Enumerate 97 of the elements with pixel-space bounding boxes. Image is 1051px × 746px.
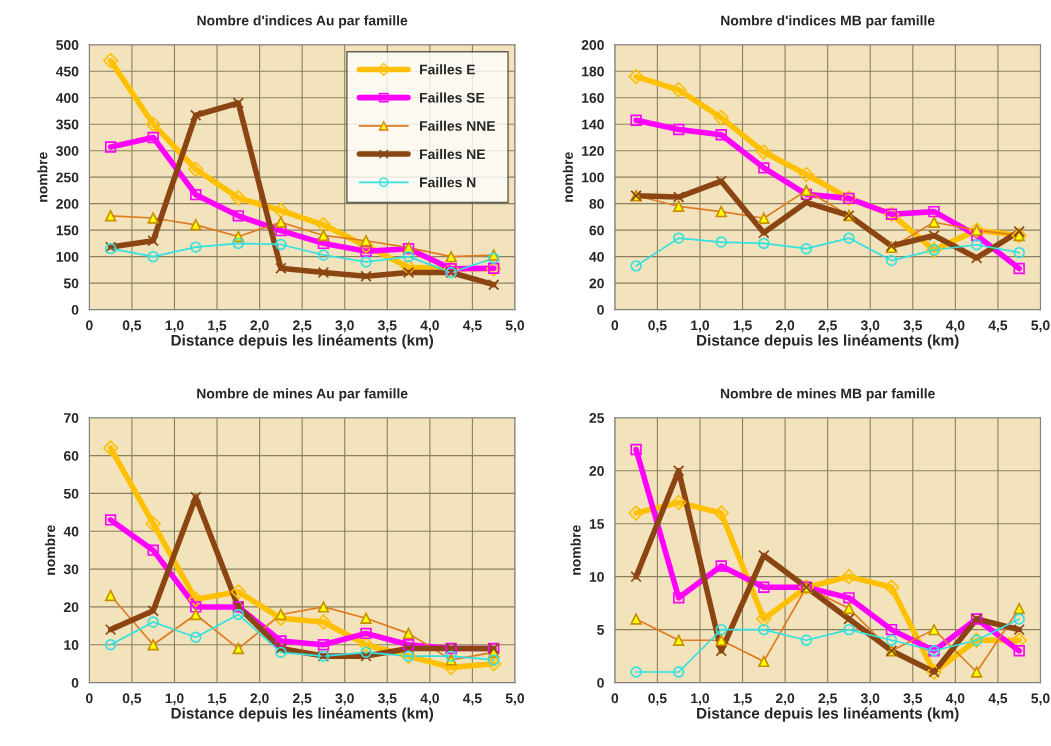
- x-tick-label: 1,0: [691, 693, 710, 706]
- y-tick-label: 70: [64, 413, 79, 423]
- x-tick-label: 0: [611, 693, 619, 704]
- x-tick-label: 2,0: [250, 320, 269, 333]
- y-tick-label: 30: [63, 564, 79, 575]
- x-tick-label: 0,5: [648, 693, 667, 706]
- x-tick-label: 2,0: [775, 320, 795, 333]
- x-tick-label: 5,0: [505, 693, 525, 706]
- y-axis-title: nombre: [37, 152, 48, 202]
- x-tick-label: 0,5: [122, 320, 142, 333]
- chart-title: Nombre de mines Au par famille: [197, 388, 408, 402]
- x-axis-title: Distance depuis les linéaments (km): [171, 707, 434, 722]
- y-tick-label: 400: [55, 93, 79, 103]
- x-axis-title: Distance depuis les linéaments (km): [697, 707, 959, 722]
- y-tick-label: 250: [56, 172, 79, 183]
- y-tick-label: 450: [55, 66, 79, 77]
- legend-label: Failles N: [420, 177, 476, 188]
- x-tick-label: 3,0: [860, 320, 880, 333]
- y-tick-label: 20: [589, 466, 604, 476]
- y-tick-label: 200: [581, 40, 604, 50]
- y-tick-label: 160: [582, 93, 604, 103]
- y-tick-label: 150: [56, 225, 79, 236]
- x-tick-label: 4,5: [462, 320, 482, 333]
- legend-label: Failles NNE: [420, 120, 496, 131]
- x-tick-label: 2,5: [292, 320, 312, 333]
- y-tick-label: 20: [589, 278, 604, 289]
- x-tick-label: 2,0: [775, 693, 795, 706]
- x-tick-label: 1,0: [165, 320, 184, 333]
- x-tick-label: 3,5: [903, 320, 923, 333]
- x-tick-label: 4,5: [988, 693, 1008, 706]
- x-axis-title: Distance depuis les linéaments (km): [697, 334, 959, 349]
- y-tick-label: 140: [582, 119, 604, 130]
- legend-label: Failles E: [420, 64, 475, 75]
- x-tick-label: 1,5: [733, 693, 752, 706]
- x-tick-label: 2,5: [292, 693, 312, 706]
- y-tick-label: 120: [582, 146, 604, 156]
- x-tick-label: 1,5: [733, 320, 752, 333]
- y-axis-title: nombre: [44, 525, 56, 575]
- y-tick-label: 180: [582, 66, 604, 77]
- y-axis-title: nombre: [562, 152, 573, 202]
- x-tick-label: 4,5: [462, 693, 482, 706]
- x-tick-label: 5,0: [1031, 693, 1050, 706]
- y-axis-title: nombre: [570, 525, 581, 575]
- x-tick-label: 5,0: [1031, 320, 1050, 333]
- x-tick-label: 1,0: [691, 320, 710, 333]
- y-tick-label: 10: [589, 571, 604, 582]
- x-tick-label: 4,5: [988, 320, 1008, 333]
- x-tick-label: 3,0: [335, 320, 354, 333]
- y-tick-label: 80: [589, 198, 604, 209]
- x-tick-label: 0: [611, 320, 619, 331]
- x-tick-label: 3,0: [335, 693, 354, 706]
- y-tick-label: 0: [71, 304, 79, 315]
- chart-title: Nombre d'indices MB par famille: [721, 15, 935, 29]
- x-tick-label: 5,0: [505, 320, 525, 333]
- legend-label: Failles NE: [420, 148, 485, 160]
- y-tick-label: 20: [63, 602, 79, 613]
- x-tick-label: 0,5: [122, 693, 142, 706]
- x-tick-label: 0: [86, 693, 93, 704]
- y-tick-label: 200: [56, 198, 79, 209]
- x-tick-label: 4,0: [420, 320, 439, 333]
- x-tick-label: 1,5: [208, 320, 227, 333]
- x-tick-label: 4,0: [945, 693, 965, 706]
- x-tick-label: 0: [86, 320, 93, 331]
- x-tick-label: 3,5: [903, 693, 923, 706]
- x-tick-label: 3,0: [860, 693, 880, 706]
- y-tick-label: 500: [56, 40, 79, 50]
- y-tick-label: 0: [597, 677, 604, 688]
- y-tick-label: 0: [597, 304, 604, 315]
- y-tick-label: 50: [63, 488, 79, 499]
- x-tick-label: 1,5: [208, 693, 227, 706]
- x-tick-label: 3,5: [377, 693, 397, 706]
- x-tick-label: 2,5: [818, 693, 837, 706]
- x-tick-label: 4,0: [420, 693, 439, 706]
- legend-label: Failles SE: [420, 92, 485, 103]
- y-tick-label: 100: [582, 172, 604, 183]
- x-tick-label: 1,0: [165, 693, 184, 706]
- y-tick-label: 300: [56, 146, 79, 156]
- y-tick-label: 40: [63, 526, 79, 537]
- y-tick-label: 25: [589, 413, 605, 423]
- y-tick-label: 10: [64, 640, 79, 650]
- x-tick-label: 4,0: [945, 320, 965, 333]
- y-tick-label: 60: [63, 450, 79, 461]
- y-tick-label: 50: [63, 278, 79, 289]
- y-tick-label: 40: [589, 251, 604, 262]
- y-tick-label: 100: [56, 251, 79, 262]
- chart-title: Nombre d'indices Au par famille: [197, 15, 408, 29]
- chart-title: Nombre de mines MB par famille: [720, 388, 935, 402]
- x-tick-label: 3,5: [377, 320, 397, 333]
- x-tick-label: 2,5: [818, 320, 837, 333]
- y-tick-label: 0: [71, 677, 79, 688]
- x-axis-title: Distance depuis les linéaments (km): [171, 334, 434, 349]
- x-tick-label: 2,0: [250, 693, 269, 706]
- y-tick-label: 15: [589, 519, 605, 529]
- x-tick-label: 0,5: [648, 320, 667, 333]
- y-tick-label: 5: [597, 625, 605, 635]
- y-tick-label: 60: [589, 225, 604, 236]
- y-tick-label: 350: [56, 119, 79, 130]
